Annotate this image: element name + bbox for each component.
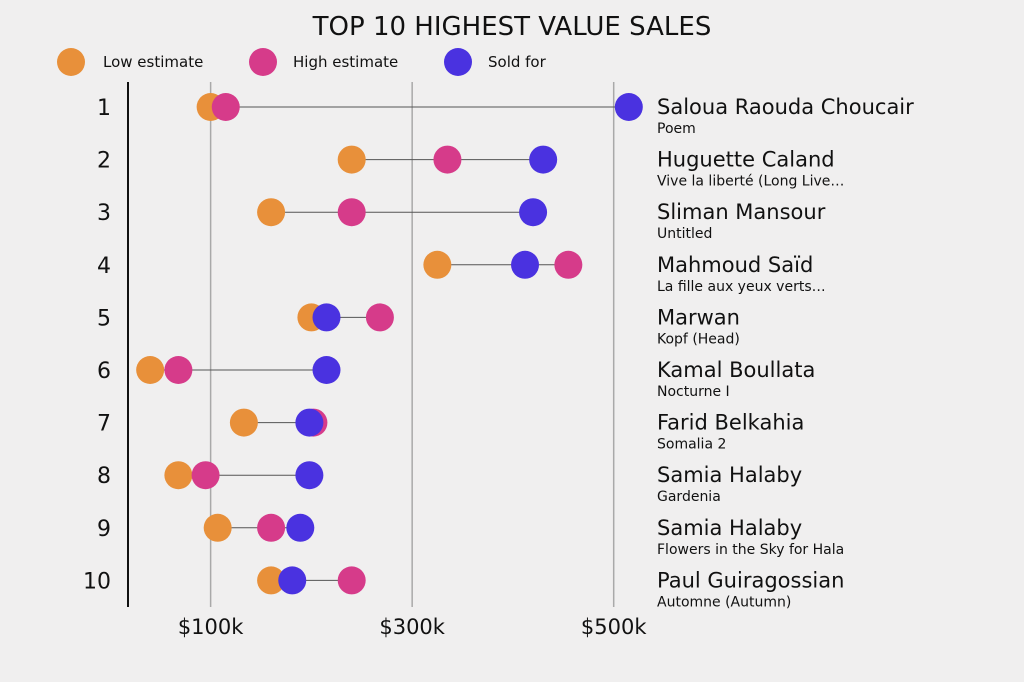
- row-5: 5 Marwan Kopf (Head): [97, 303, 740, 347]
- high-dot: [211, 93, 240, 121]
- high-dot: [554, 250, 583, 279]
- sold-dot: [511, 250, 540, 279]
- rank-label: 1: [97, 96, 111, 121]
- artist-name: Samia Halaby: [657, 516, 802, 540]
- sold-dot: [519, 198, 548, 227]
- row-7: 7 Farid Belkahia Somalia 2: [97, 408, 804, 453]
- artist-name: Saloua Raouda Choucair: [657, 95, 914, 119]
- sold-dot: [295, 408, 324, 437]
- artist-name: Marwan: [657, 305, 740, 329]
- artwork-title: La fille aux yeux verts…: [657, 279, 826, 295]
- artwork-title: Flowers in the Sky for Hala: [657, 542, 844, 558]
- legend: Low estimate High estimate Sold for: [57, 48, 547, 76]
- x-axis-ticks: $100k $300k $500k: [178, 615, 648, 639]
- high-dot: [433, 145, 462, 174]
- rank-label: 10: [83, 569, 111, 594]
- artwork-title: Automne (Autumn): [657, 594, 791, 610]
- sold-dot: [614, 93, 643, 121]
- rank-label: 6: [97, 359, 111, 384]
- sold-dot: [286, 513, 315, 542]
- artwork-title: Somalia 2: [657, 437, 726, 453]
- sold-dot: [312, 356, 341, 384]
- low-dot: [229, 408, 258, 437]
- artist-name: Paul Guiragossian: [657, 568, 844, 592]
- low-dot: [136, 356, 165, 384]
- x-tick-label: $300k: [379, 615, 445, 639]
- rank-label: 4: [97, 254, 111, 279]
- low-dot: [164, 461, 193, 490]
- row-8: 8 Samia Halaby Gardenia: [97, 461, 802, 505]
- rank-label: 9: [97, 517, 111, 542]
- row-1: 1 Saloua Raouda Choucair Poem: [97, 93, 914, 137]
- data-rows: 1 Saloua Raouda Choucair Poem 2 Huguette Cal…: [83, 93, 914, 610]
- high-dot: [191, 461, 220, 490]
- x-tick-label: $500k: [581, 615, 647, 639]
- row-9: 9 Samia Halaby Flowers in the Sky for Hala: [97, 513, 844, 558]
- artwork-title: Vive la liberté (Long Live…: [657, 174, 844, 190]
- artwork-title: Kopf (Head): [657, 331, 740, 347]
- artist-name: Farid Belkahia: [657, 411, 804, 435]
- low-dot: [257, 198, 286, 227]
- x-tick-label: $100k: [178, 615, 244, 639]
- artist-name: Kamal Boullata: [657, 358, 815, 382]
- legend-low-label: Low estimate: [103, 53, 203, 71]
- artwork-title: Untitled: [657, 226, 712, 242]
- rank-label: 2: [97, 149, 111, 174]
- artist-name: Samia Halaby: [657, 463, 802, 487]
- chart-title: TOP 10 HIGHEST VALUE SALES: [312, 12, 712, 42]
- high-dot: [164, 356, 193, 384]
- sold-dot: [278, 566, 307, 595]
- low-dot: [337, 145, 366, 174]
- artist-name: Sliman Mansour: [657, 200, 826, 224]
- sold-dot: [529, 145, 558, 174]
- row-3: 3 Sliman Mansour Untitled: [97, 198, 826, 242]
- artist-name: Mahmoud Saïd: [657, 253, 813, 277]
- rank-label: 3: [97, 201, 111, 226]
- artwork-title: Gardenia: [657, 489, 721, 505]
- high-dot: [365, 303, 394, 332]
- low-dot: [257, 566, 286, 595]
- high-dot: [257, 513, 286, 542]
- low-dot: [203, 513, 232, 542]
- row-2: 2 Huguette Caland Vive la liberté (Long Li…: [97, 145, 844, 190]
- legend-high-label: High estimate: [293, 53, 398, 71]
- rank-label: 7: [97, 412, 111, 437]
- legend-high-swatch: [249, 48, 277, 76]
- artwork-title: Poem: [657, 121, 696, 137]
- low-dot: [423, 250, 452, 279]
- row-6: 6 Kamal Boullata Nocturne I: [97, 356, 815, 400]
- artist-name: Huguette Caland: [657, 148, 835, 172]
- legend-sold-label: Sold for: [488, 53, 547, 71]
- row-4: 4 Mahmoud Saïd La fille aux yeux verts…: [97, 250, 826, 295]
- row-10: 10 Paul Guiragossian Automne (Autumn): [83, 566, 844, 610]
- rank-label: 5: [97, 306, 111, 331]
- sold-dot: [295, 461, 324, 490]
- legend-sold-swatch: [444, 48, 472, 76]
- legend-low-swatch: [57, 48, 85, 76]
- artwork-title: Nocturne I: [657, 384, 730, 400]
- high-dot: [337, 566, 366, 595]
- sold-dot: [312, 303, 341, 332]
- high-dot: [337, 198, 366, 227]
- rank-label: 8: [97, 464, 111, 489]
